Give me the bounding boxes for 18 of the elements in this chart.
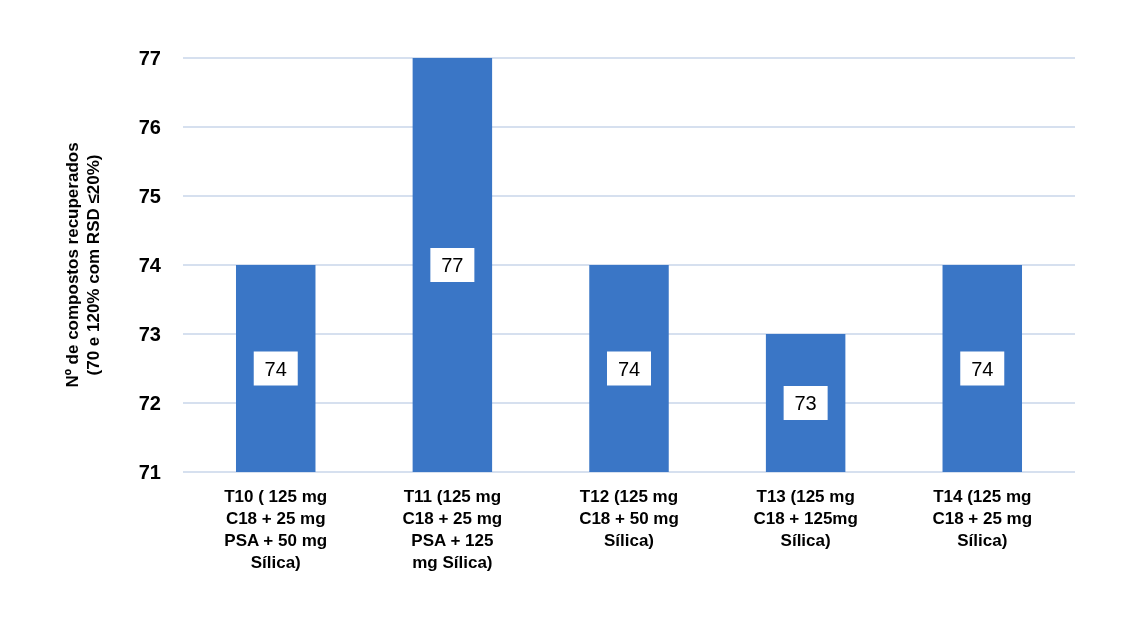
data-label: 74 bbox=[617, 357, 641, 380]
data-label: 77 bbox=[441, 254, 464, 276]
y-tick-label: 76 bbox=[138, 116, 161, 138]
y-axis-title: Nº de compostos recuperados (70 e 120% com RSD ≤20%) bbox=[63, 142, 103, 388]
data-label: 73 bbox=[794, 392, 817, 414]
y-tick-label: 77 bbox=[138, 47, 161, 69]
x-tick-label: T11 (125 mg C18 + 25 mg PSA + 125 mg Sílica) bbox=[402, 487, 503, 572]
x-tick-label: T13 (125 mg C18 + 125mg Sílica) bbox=[753, 487, 858, 550]
y-tick-label: 75 bbox=[138, 185, 161, 207]
x-tick-label: T14 (125 mg C18 + 25 mg Sílica) bbox=[932, 487, 1033, 550]
x-tick-label: T10 ( 125 mg C18 + 25 mg PSA + 50 mg Sílica) bbox=[224, 487, 328, 572]
x-tick-label: T12 (125 mg C18 + 50 mg Sílica) bbox=[579, 487, 679, 550]
data-label: 74 bbox=[264, 357, 287, 380]
data-label: 74 bbox=[971, 357, 994, 380]
y-tick-label: 73 bbox=[138, 323, 161, 345]
y-tick-label: 74 bbox=[138, 254, 162, 276]
y-tick-label: 71 bbox=[138, 461, 161, 483]
y-tick-label: 72 bbox=[138, 392, 161, 414]
